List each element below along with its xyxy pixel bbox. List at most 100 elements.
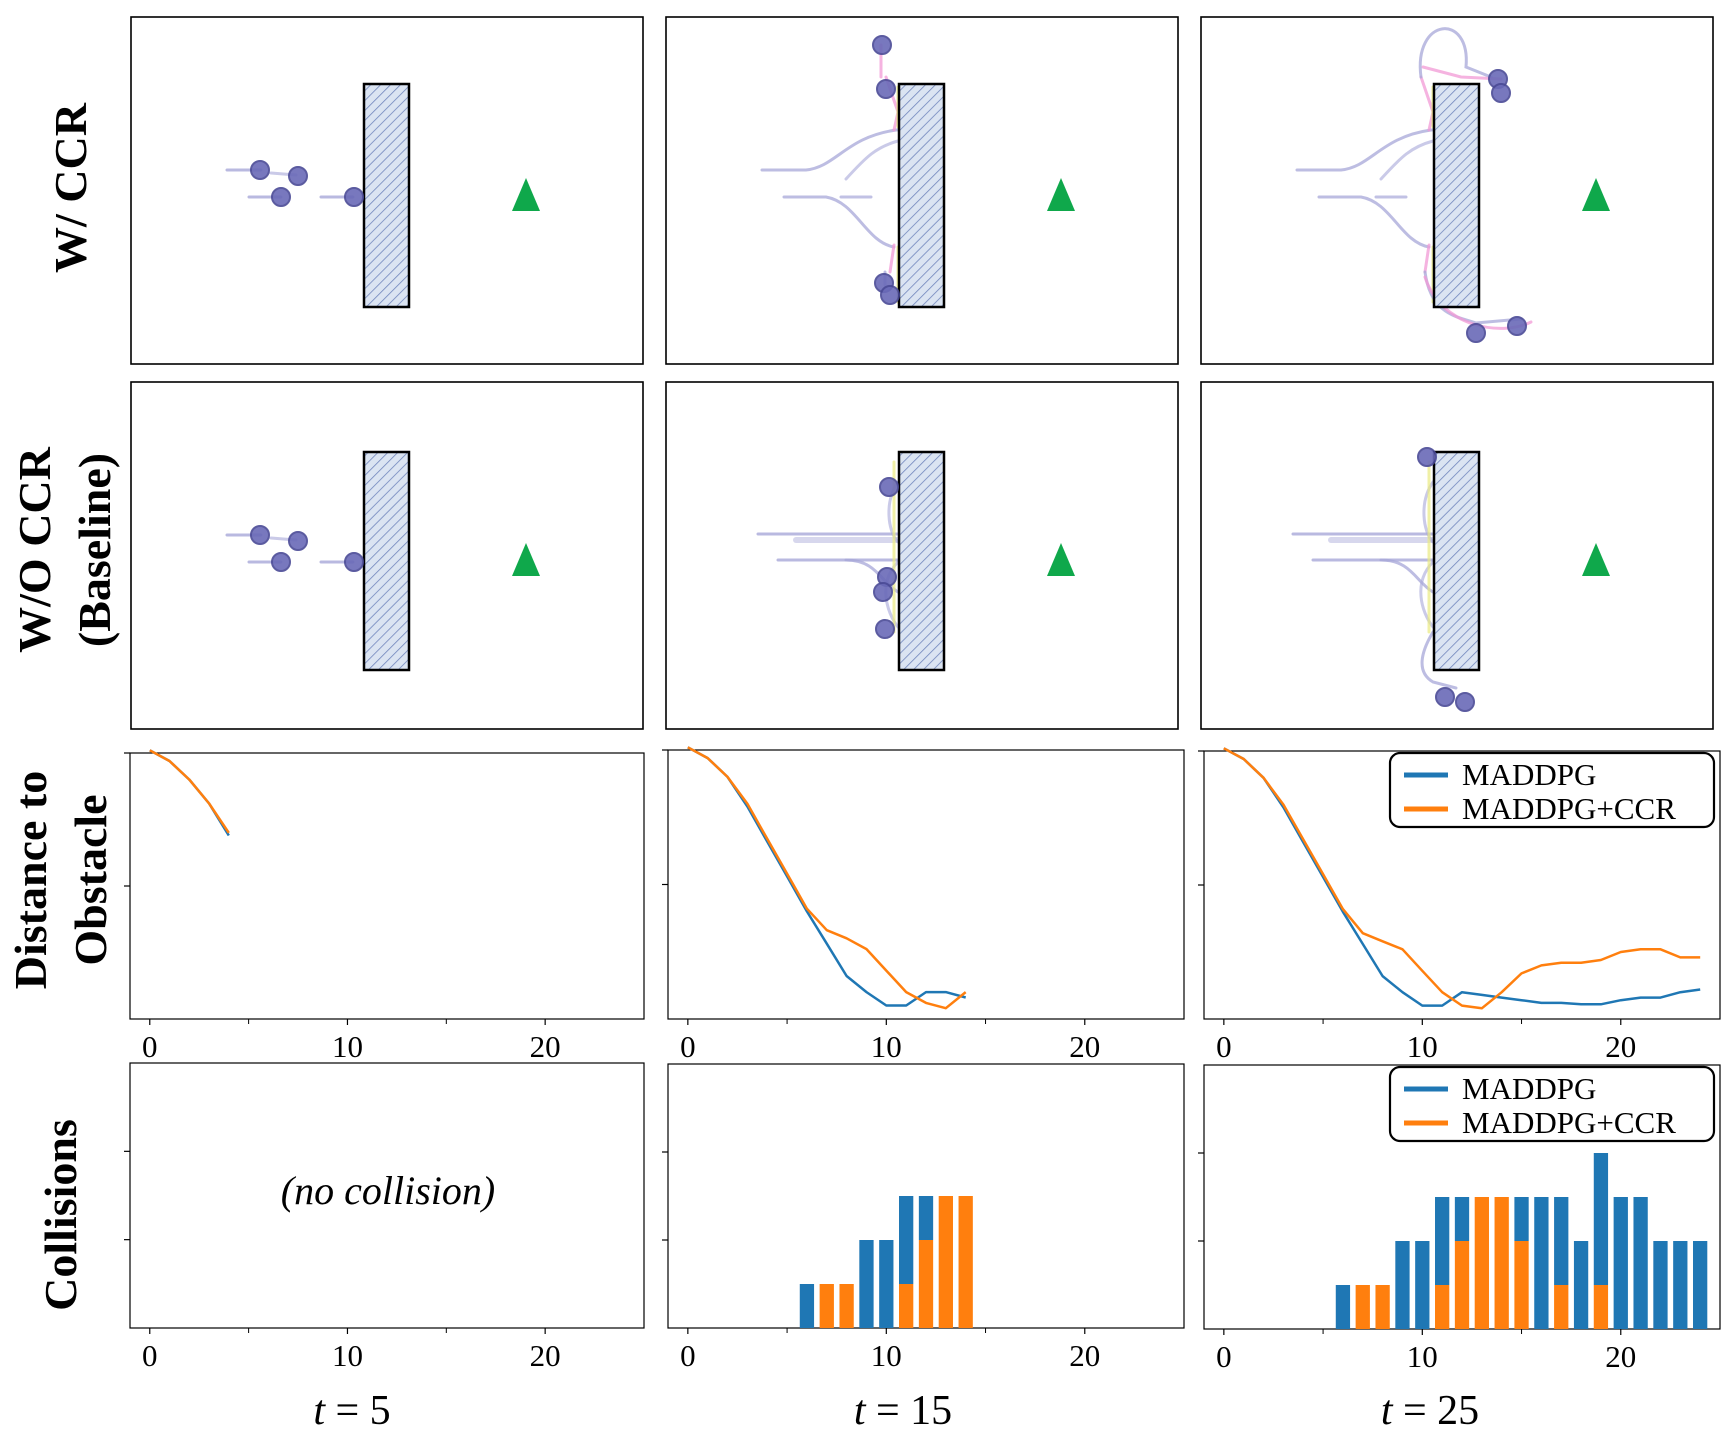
goal-marker: [1047, 543, 1075, 576]
bar-maddpg-ccr: [1494, 1197, 1509, 1329]
row-label-baseline: (Baseline): [69, 453, 120, 647]
agent-marker: [1491, 83, 1511, 103]
series-line-maddpg: [1223, 747, 1701, 1007]
agent-trail: [1421, 65, 1503, 81]
x-tick-label: 10: [871, 1029, 902, 1064]
series-line-maddpg-ccr: [1223, 747, 1701, 1010]
chart-2: 0 10 20: [662, 746, 1185, 1064]
series-line-maddpg-ccr: [149, 749, 230, 834]
x-tick-label: 20: [1069, 1338, 1100, 1373]
x-tick-label: 0: [1216, 1029, 1232, 1064]
obstacle: [897, 82, 946, 309]
chart-frame: [667, 749, 1185, 1020]
scene-r2-c1: [130, 381, 644, 730]
x-tick-label: 10: [332, 1338, 363, 1373]
bar-maddpg-ccr: [839, 1284, 854, 1328]
agent-marker: [288, 531, 308, 551]
agent-trail: [888, 243, 896, 274]
bar-maddpg: [1554, 1197, 1569, 1285]
goal-marker: [512, 543, 540, 576]
x-tick-label: 0: [142, 1338, 158, 1373]
agent-trail: [782, 195, 896, 249]
bar-maddpg: [1673, 1241, 1688, 1329]
bar-maddpg-ccr: [899, 1284, 914, 1328]
row-label-obstacle: Obstacle: [65, 794, 116, 965]
agent-marker: [873, 582, 893, 602]
bar-maddpg: [1395, 1241, 1410, 1329]
row-label-distance: Distance to: [5, 771, 56, 989]
scene-r2-c2: [665, 381, 1179, 730]
bar-maddpg: [1593, 1153, 1609, 1285]
bar-maddpg-ccr: [1514, 1241, 1529, 1329]
x-tick-label: 20: [530, 1338, 561, 1373]
chart-5: 0 10 20: [662, 1063, 1185, 1373]
agent-marker: [344, 552, 364, 572]
scene-r1-c1: [130, 16, 644, 365]
series-line-maddpg-ccr: [687, 746, 967, 1010]
agent-marker: [344, 187, 364, 207]
obstacle: [362, 450, 411, 672]
agent-marker: [1455, 692, 1475, 712]
agent-marker: [880, 285, 900, 305]
scene-r2-c3: [1200, 381, 1714, 730]
agent-trail: [1418, 27, 1493, 79]
bar-maddpg-ccr: [1435, 1285, 1450, 1329]
agent-marker: [872, 35, 892, 55]
agent-marker: [876, 79, 896, 99]
bar-maddpg: [879, 1240, 894, 1328]
x-tick-label: 10: [332, 1029, 363, 1064]
x-tick-label: 20: [1605, 1339, 1636, 1374]
obstacle: [1432, 450, 1481, 672]
chart-1: 0 10 20: [124, 749, 645, 1064]
agent-trail: [1295, 127, 1447, 172]
agent-marker: [271, 187, 291, 207]
bar-maddpg-ccr: [1454, 1241, 1470, 1329]
legend-label-maddpg: MADDPG: [1462, 1071, 1596, 1106]
x-tick-label: 20: [530, 1029, 561, 1064]
bar-maddpg-ccr: [958, 1196, 973, 1328]
legend-box: [1388, 751, 1716, 829]
x-tick-label: 0: [680, 1029, 696, 1064]
bar-maddpg: [1653, 1241, 1668, 1329]
x-tick-label: 0: [142, 1029, 158, 1064]
legend-label-maddpg: MADDPG: [1462, 757, 1596, 792]
bar-maddpg-ccr: [1355, 1285, 1370, 1329]
agent-trail: [1317, 195, 1431, 249]
x-tick-label: 10: [1407, 1029, 1438, 1064]
agent-trail: [1420, 630, 1458, 690]
legend-box: [1388, 1065, 1716, 1143]
agent-marker: [250, 525, 270, 545]
bar-maddpg-ccr: [1375, 1285, 1390, 1329]
obstacle: [897, 450, 946, 672]
agent-marker: [879, 477, 899, 497]
bar-maddpg: [1415, 1241, 1430, 1329]
no-collision-note: (no collision): [281, 1168, 495, 1213]
row-label-without-ccr: W/O CCR: [9, 446, 60, 653]
agent-trail: [844, 139, 900, 181]
goal-marker: [1047, 178, 1075, 211]
bar-maddpg-ccr: [1474, 1197, 1489, 1329]
obstacle: [1432, 82, 1481, 309]
goal-marker: [1582, 178, 1610, 211]
chart-frame: [129, 1062, 645, 1329]
time-label-1: t = 5: [313, 1388, 390, 1432]
bar-maddpg: [899, 1196, 914, 1284]
bar-maddpg: [1693, 1241, 1708, 1329]
bar-maddpg-ccr: [1554, 1285, 1569, 1329]
agent-trail: [760, 127, 912, 172]
bar-maddpg: [859, 1240, 874, 1328]
agent-marker: [1417, 447, 1437, 467]
agent-marker: [1466, 323, 1486, 343]
bar-maddpg-ccr: [918, 1240, 934, 1328]
bar-maddpg-ccr: [1593, 1285, 1609, 1329]
bar-maddpg-ccr: [819, 1284, 834, 1328]
row-label-collisions: Collisions: [35, 1119, 86, 1311]
goal-marker: [512, 178, 540, 211]
bar-maddpg-ccr: [938, 1196, 953, 1328]
